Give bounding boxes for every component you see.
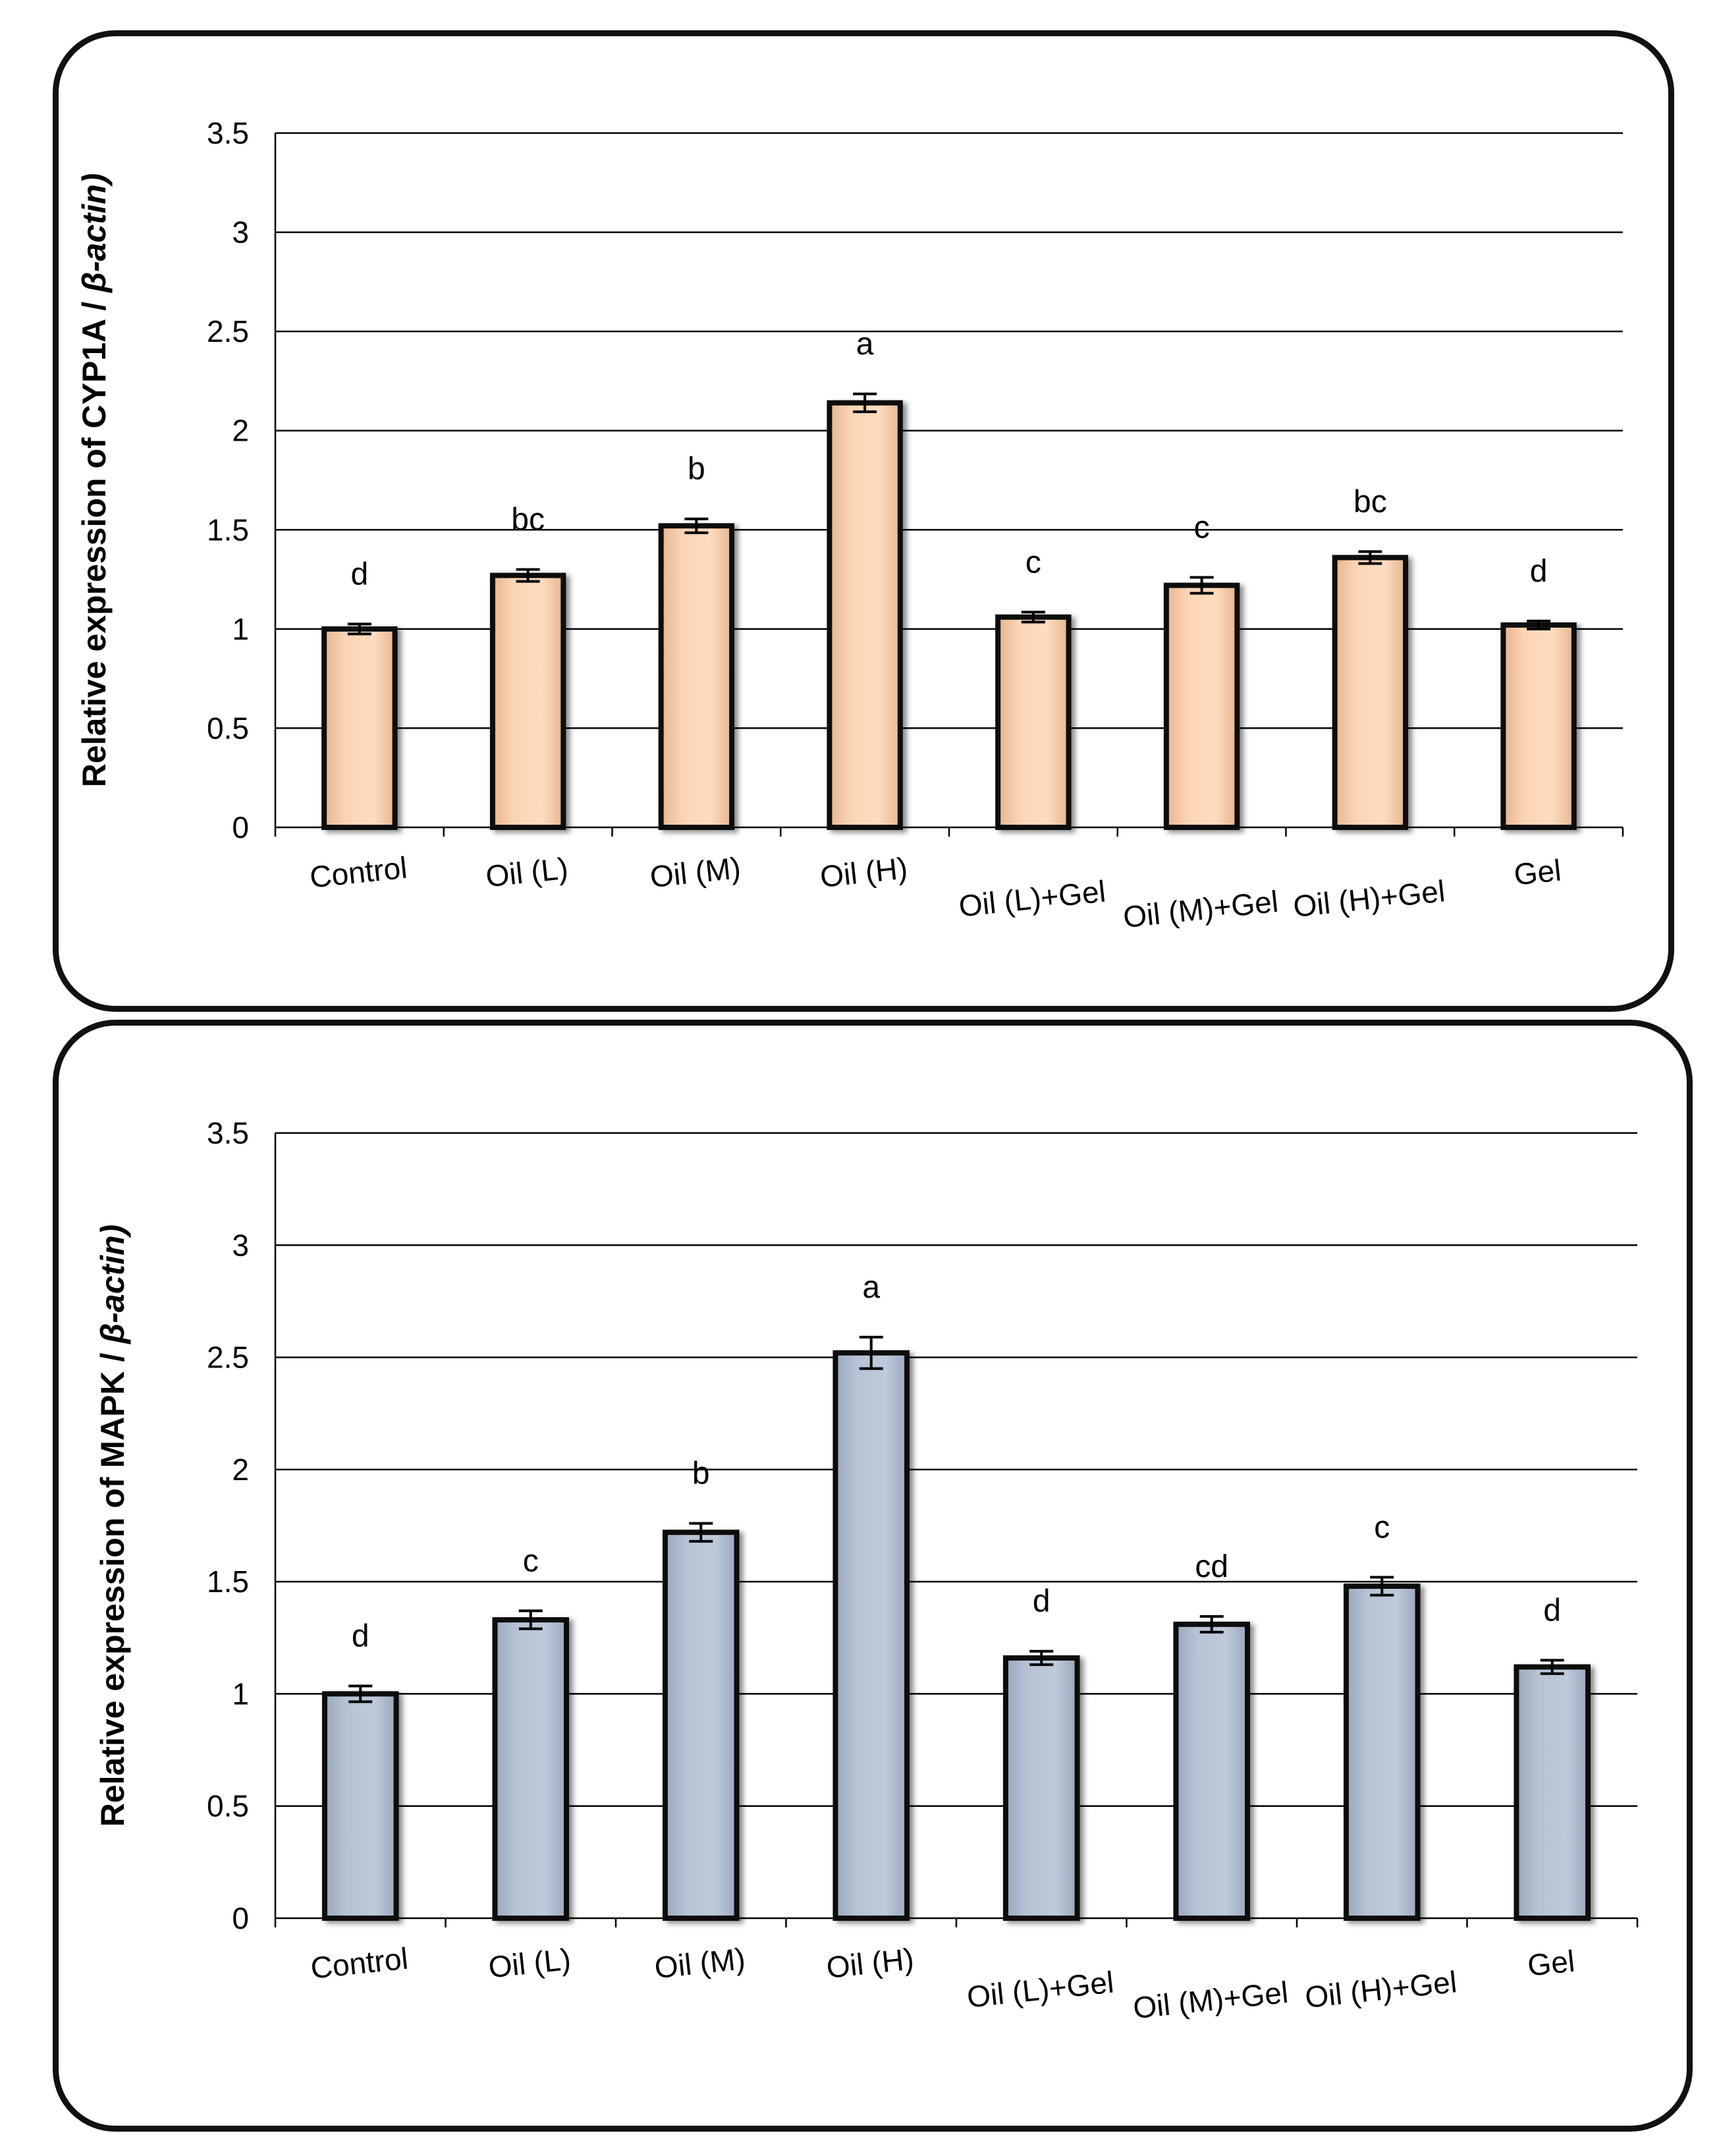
mapk-bar-oil-h-gel [1343,1583,1421,1921]
mapk-bar-control [321,1691,399,1921]
cyp1a-ytick-label: 2 [232,414,249,448]
mapk-bar-chart: 0 0.5 1 1.5 2 2.5 3 3.5 d Control c Oil (L) b Oil (M)… [94,1116,1639,2025]
cyp1a-bar-oil-m-gel [1163,582,1240,830]
cyp1a-bar-control [321,626,398,830]
cyp1a-xtick-label-oil-h-gel: Oil (H)+Gel [1292,873,1446,924]
cyp1a-bar-chart: 0 0.5 1 1.5 2 2.5 3 3.5 d Control bc Oil (L) b Oil (M… [76,116,1624,934]
mapk-bar-gel [1514,1664,1591,1921]
mapk-significance-oil-l-gel: d [1033,1584,1050,1619]
mapk-bar-oil-m-gel [1173,1621,1251,1921]
mapk-significance-gel: d [1543,1593,1561,1628]
cyp1a-xtick-label-oil-m: Oil (M) [648,850,742,894]
mapk-bar-oil-h [832,1350,910,1921]
cyp1a-bar-oil-l [489,572,566,830]
mapk-ytick-label: 3.5 [207,1116,249,1150]
cyp1a-xtick-label-oil-h: Oil (H) [819,850,910,894]
mapk-xtick-label-control: Control [309,1941,410,1985]
cyp1a-significance-oil-l-gel: c [1025,545,1041,580]
cyp1a-ytick-label: 0 [232,810,249,844]
cyp1a-ytick-label: 1.5 [207,512,249,547]
cyp1a-xtick-label-oil-l: Oil (L) [484,851,570,894]
cyp1a-significance-oil-h-gel: bc [1353,484,1387,519]
cyp1a-ytick-label: 3 [232,215,249,250]
cyp1a-bar-oil-m [658,523,735,831]
cyp1a-significance-control: d [351,557,369,592]
mapk-ytick-label: 2 [232,1452,249,1487]
mapk-significance-oil-h-gel: c [1374,1510,1390,1545]
cyp1a-y-axis-label: Relative expression of CYP1A / β-actin) [76,173,113,787]
cyp1a-ytick-label: 2.5 [207,314,249,348]
mapk-xtick-label-oil-h-gel: Oil (H)+Gel [1303,1964,1458,2014]
mapk-xtick-label-oil-l: Oil (L) [487,1942,572,1985]
cyp1a-xtick-label-control: Control [308,850,409,894]
cyp1a-xtick-label-oil-l-gel: Oil (L)+Gel [957,874,1107,924]
mapk-xtick-label-gel: Gel [1526,1943,1577,1982]
cyp1a-significance-oil-m-gel: c [1194,511,1210,545]
mapk-ytick-label: 1.5 [207,1564,249,1599]
cyp1a-ytick-label: 3.5 [207,116,249,150]
cyp1a-xtick-label-oil-m-gel: Oil (M)+Gel [1122,884,1280,934]
mapk-bar-oil-l-gel [1002,1655,1080,1921]
mapk-significance-oil-m: b [692,1456,710,1491]
mapk-ytick-label: 1 [232,1676,249,1711]
cyp1a-significance-oil-m: b [688,452,705,487]
mapk-ytick-label: 2.5 [207,1341,249,1375]
cyp1a-ytick-label: 1 [232,612,249,646]
cyp1a-significance-oil-l: bc [511,503,545,538]
cyp1a-significance-oil-h: a [856,327,874,362]
mapk-y-axis-label: Relative expression of MAPK / β-actin) [94,1225,131,1827]
mapk-ytick-label: 3 [232,1228,249,1262]
cyp1a-bar-gel [1500,622,1577,830]
mapk-ytick-label: 0.5 [207,1789,249,1823]
mapk-xtick-label-oil-h: Oil (H) [825,1941,915,1985]
cyp1a-xtick-label-gel: Gel [1512,852,1563,891]
mapk-significance-oil-h: a [862,1270,880,1305]
mapk-xtick-label-oil-l-gel: Oil (L)+Gel [966,1965,1116,2014]
mapk-bar-oil-l [492,1617,570,1921]
cyp1a-bar-oil-l-gel [995,614,1072,830]
mapk-xtick-label-oil-m-gel: Oil (M)+Gel [1132,1975,1290,2025]
mapk-bar-oil-m [662,1530,740,1921]
mapk-significance-control: d [352,1619,369,1654]
cyp1a-bar-oil-h [827,400,903,830]
cyp1a-ytick-label: 0.5 [207,711,249,745]
mapk-significance-oil-m-gel: cd [1195,1549,1228,1584]
mapk-xtick-label-oil-m: Oil (M) [653,1941,747,1985]
cyp1a-significance-gel: d [1530,554,1548,589]
cyp1a-bar-oil-h-gel [1332,555,1409,831]
mapk-significance-oil-l: c [523,1543,539,1578]
mapk-ytick-label: 0 [232,1901,249,1935]
